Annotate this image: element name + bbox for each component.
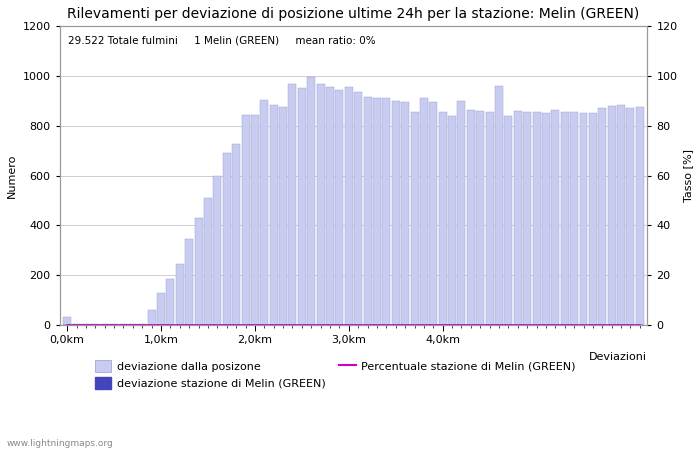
- Y-axis label: Tasso [%]: Tasso [%]: [683, 149, 693, 202]
- Text: 29.522 Totale fulmini     1 Melin (GREEN)     mean ratio: 0%: 29.522 Totale fulmini 1 Melin (GREEN) me…: [69, 35, 376, 45]
- Bar: [552, 110, 559, 325]
- Bar: [373, 99, 381, 325]
- Text: Deviazioni: Deviazioni: [589, 352, 648, 362]
- Bar: [495, 86, 503, 325]
- Bar: [561, 112, 568, 325]
- Bar: [214, 176, 221, 325]
- Bar: [167, 279, 174, 325]
- Bar: [589, 113, 597, 325]
- Bar: [608, 106, 616, 325]
- Bar: [279, 107, 287, 325]
- Bar: [533, 112, 540, 325]
- Bar: [401, 102, 409, 325]
- Bar: [232, 144, 240, 325]
- Bar: [186, 239, 193, 325]
- Bar: [363, 97, 372, 325]
- Bar: [505, 116, 512, 325]
- Bar: [298, 89, 306, 325]
- Bar: [63, 317, 71, 325]
- Title: Rilevamenti per deviazione di posizione ultime 24h per la stazione: Melin (GREEN: Rilevamenti per deviazione di posizione …: [67, 7, 640, 21]
- Bar: [626, 108, 634, 325]
- Bar: [580, 113, 587, 325]
- Bar: [598, 108, 606, 325]
- Bar: [91, 324, 99, 325]
- Bar: [157, 292, 165, 325]
- Bar: [82, 324, 90, 325]
- Bar: [270, 105, 278, 325]
- Bar: [120, 324, 127, 325]
- Bar: [458, 101, 466, 325]
- Bar: [101, 324, 108, 325]
- Bar: [288, 84, 297, 325]
- Bar: [316, 84, 325, 325]
- Bar: [176, 264, 184, 325]
- Bar: [523, 112, 531, 325]
- Bar: [636, 107, 644, 325]
- Bar: [476, 111, 484, 325]
- Bar: [410, 112, 419, 325]
- Bar: [223, 153, 231, 325]
- Bar: [429, 102, 438, 325]
- Y-axis label: Numero: Numero: [7, 153, 17, 198]
- Bar: [354, 92, 362, 325]
- Bar: [420, 99, 428, 325]
- Bar: [448, 116, 456, 325]
- Bar: [542, 113, 550, 325]
- Bar: [392, 101, 400, 325]
- Bar: [241, 115, 249, 325]
- Bar: [251, 115, 259, 325]
- Bar: [307, 77, 315, 325]
- Bar: [382, 99, 391, 325]
- Bar: [204, 198, 212, 325]
- Bar: [486, 112, 493, 325]
- Bar: [335, 90, 344, 325]
- Text: www.lightningmaps.org: www.lightningmaps.org: [7, 439, 113, 448]
- Bar: [345, 87, 353, 325]
- Bar: [110, 324, 118, 325]
- Bar: [570, 112, 578, 325]
- Bar: [129, 324, 137, 325]
- Bar: [195, 218, 202, 325]
- Bar: [139, 324, 146, 325]
- Bar: [617, 105, 625, 325]
- Legend: deviazione dalla posizone, deviazione stazione di Melin (GREEN), Percentuale sta: deviazione dalla posizone, deviazione st…: [94, 360, 575, 389]
- Bar: [326, 87, 334, 325]
- Bar: [467, 110, 475, 325]
- Bar: [439, 112, 447, 325]
- Bar: [260, 100, 268, 325]
- Bar: [148, 310, 155, 325]
- Bar: [73, 324, 80, 325]
- Bar: [514, 111, 522, 325]
